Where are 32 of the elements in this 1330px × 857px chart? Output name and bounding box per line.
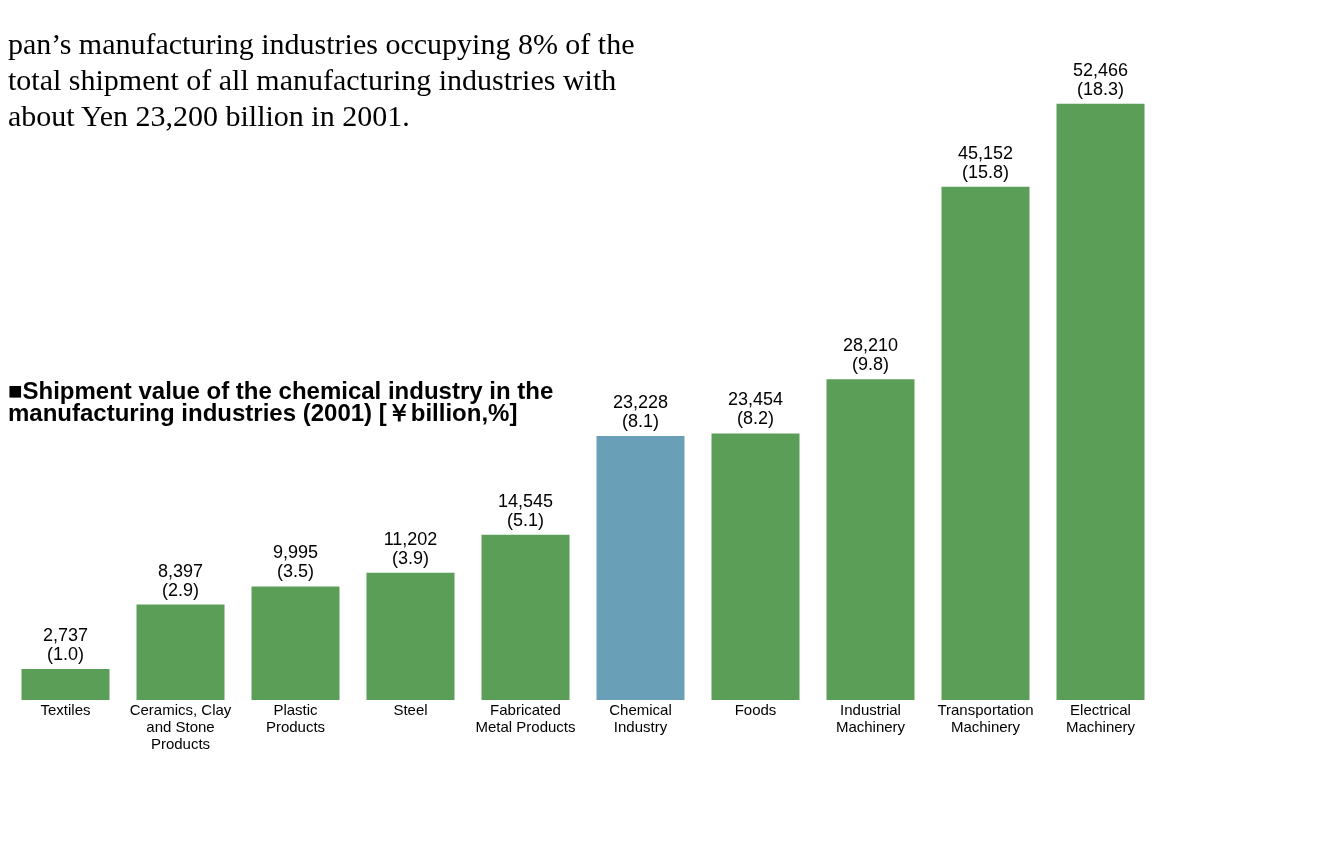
x-tick-label: Steel xyxy=(393,700,428,718)
x-tick-label: Textiles xyxy=(40,700,91,718)
data-label: 23,454 (8.2) xyxy=(727,389,784,429)
bar xyxy=(1056,103,1145,700)
bar xyxy=(481,534,570,700)
data-label: 23,228 (8.1) xyxy=(612,391,669,431)
bar xyxy=(596,435,685,700)
bar xyxy=(251,586,340,700)
bar xyxy=(366,572,455,700)
x-tick-label: Plastic Products xyxy=(265,700,326,735)
data-label: 2,737 (1.0) xyxy=(42,624,89,664)
data-label: 14,545 (5.1) xyxy=(497,490,554,530)
x-tick-label: Chemical Industry xyxy=(609,700,672,735)
bar xyxy=(21,668,110,700)
bar xyxy=(826,379,915,700)
data-label: 8,397 (2.9) xyxy=(157,560,204,600)
x-tick-label: Industrial Machinery xyxy=(835,700,906,735)
bar xyxy=(711,433,800,700)
x-tick-label: Electrical Machinery xyxy=(1065,700,1136,735)
x-tick-label: Transportation Machinery xyxy=(937,700,1034,735)
x-tick-label: Foods xyxy=(734,700,777,718)
data-label: 28,210 (9.8) xyxy=(842,335,899,375)
bar xyxy=(941,186,1030,700)
annotation: pan’s manufacturing industries occupying 8% of the total shipment of all manufacturing industries with about Yen 23,200 billion in 2001. xyxy=(8,27,635,132)
bar xyxy=(136,604,225,700)
x-tick-label: Fabricated Metal Products xyxy=(475,700,576,735)
text: ■Shipment value of the chemical industry in the manufacturing industries (2001) [￥billion,%] xyxy=(8,377,554,426)
data-label: 52,466 (18.3) xyxy=(1072,59,1129,99)
data-label: 11,202 (3.9) xyxy=(383,528,438,568)
data-label: 45,152 (15.8) xyxy=(957,142,1014,182)
data-label: 9,995 (3.5) xyxy=(272,542,319,582)
x-tick-label: Ceramics, Clay and Stone Products xyxy=(129,700,232,752)
